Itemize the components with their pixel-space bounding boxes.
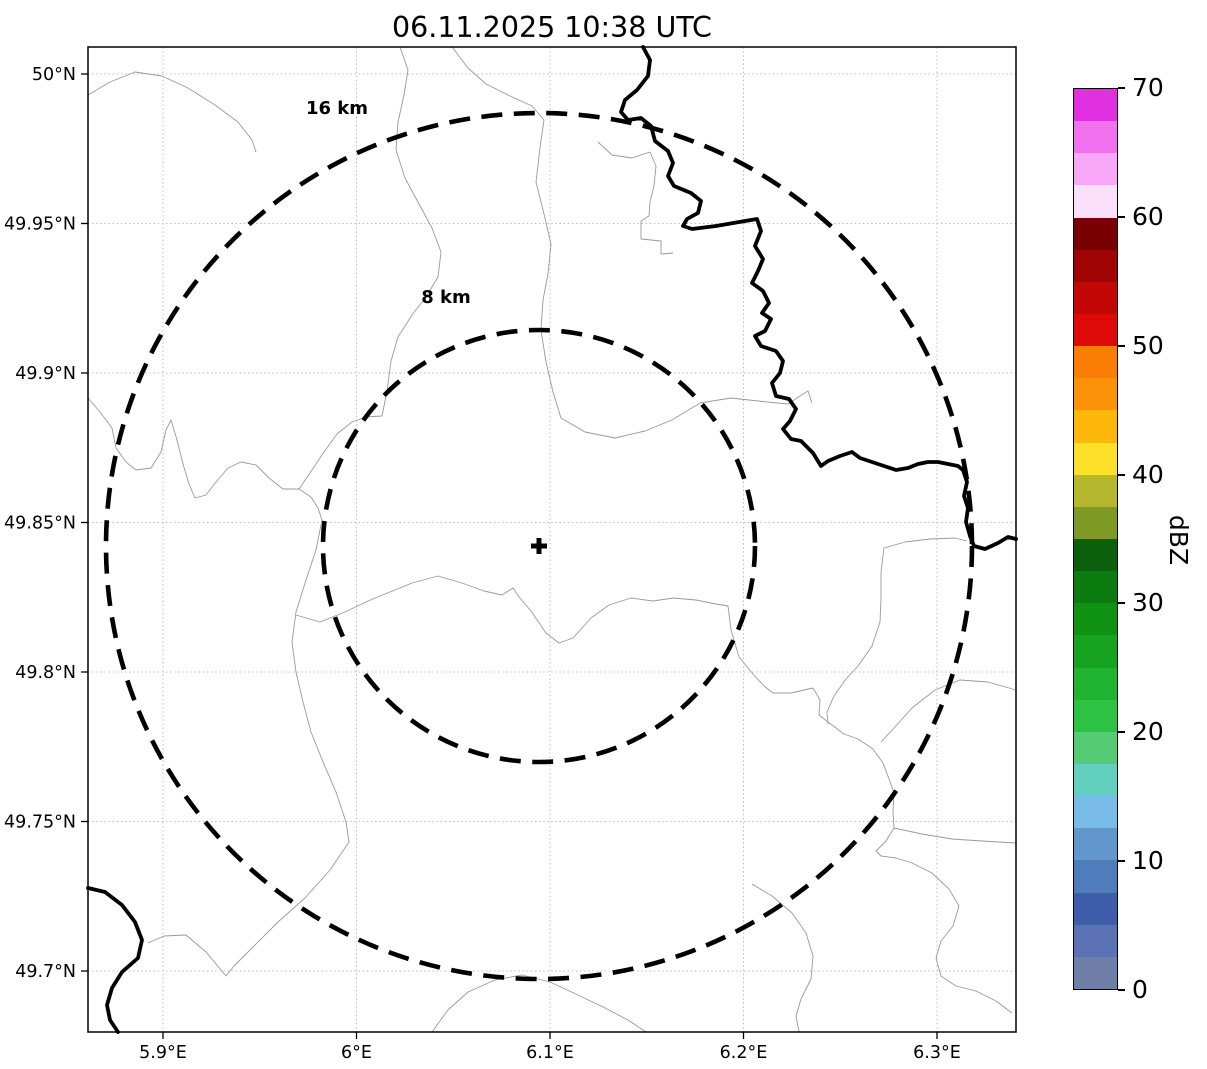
colorbar-tick: [1118, 87, 1125, 89]
colorbar-tick: [1118, 989, 1125, 991]
municipal-border-lines: [87, 46, 1017, 1033]
border-line: [147, 841, 350, 977]
y-axis-tick-label: 49.8°N: [15, 663, 76, 683]
river-border-line: [86, 886, 144, 1034]
x-axis-tick-label: 5.9°E: [139, 1043, 187, 1063]
border-line: [880, 679, 1017, 743]
colorbar-segment: [1074, 635, 1117, 668]
colorbar-tick: [1118, 344, 1125, 347]
colorbar-tick: [1118, 602, 1125, 605]
colorbar-segment: [1074, 538, 1117, 572]
border-line: [597, 141, 674, 255]
colorbar-tick-label: 70: [1132, 72, 1164, 102]
border-line: [826, 547, 885, 725]
colorbar-tick: [1118, 473, 1125, 476]
colorbar-segment: [1074, 442, 1117, 475]
x-axis-tick-label: 6.2°E: [720, 1043, 768, 1063]
reflectivity-colorbar: [1073, 88, 1118, 990]
colorbar-segment: [1074, 185, 1117, 218]
border-line: [295, 575, 1013, 1014]
y-axis-tick-label: 49.9°N: [15, 364, 76, 384]
colorbar-segment: [1074, 506, 1117, 539]
colorbar-segment: [1074, 474, 1117, 507]
border-line: [451, 46, 562, 419]
colorbar-segment: [1074, 763, 1117, 797]
colorbar-segment: [1074, 667, 1117, 700]
colorbar-segment: [1074, 153, 1117, 186]
colorbar-segment: [1074, 249, 1117, 282]
colorbar-tick-label: 60: [1132, 201, 1164, 231]
colorbar-segment: [1074, 892, 1117, 925]
colorbar-tick: [1118, 860, 1125, 863]
colorbar-segment: [1074, 410, 1117, 443]
colorbar-segment: [1074, 217, 1117, 250]
colorbar-tick-label: 20: [1132, 717, 1164, 747]
colorbar-tick-label: 40: [1132, 459, 1164, 489]
colorbar-tick-label: 10: [1132, 846, 1164, 876]
border-line: [291, 519, 350, 843]
border-line: [381, 46, 442, 417]
colorbar-tick: [1118, 215, 1125, 218]
range-ring-16km: [103, 110, 975, 982]
range-ring-8km: [320, 327, 758, 765]
border-line: [87, 397, 323, 521]
ring-label-8km: 8 km: [421, 287, 471, 308]
colorbar-tick-label: 0: [1132, 974, 1148, 1004]
colorbar-segment: [1074, 121, 1117, 154]
y-axis-tick-label: 49.7°N: [15, 962, 76, 982]
colorbar-segment: [1074, 860, 1117, 893]
radar-site-cross-icon: [531, 538, 547, 554]
colorbar-segment: [1074, 346, 1117, 379]
colorbar-tick: [1118, 731, 1125, 734]
border-line: [893, 827, 1017, 844]
y-axis-tick-label: 50°N: [32, 65, 76, 85]
graticule-gridlines: [88, 47, 1016, 1032]
colorbar-unit-label: dBZ: [1164, 514, 1193, 566]
border-line: [298, 415, 383, 490]
river-border-line: [619, 45, 1018, 551]
plot-frame: [87, 46, 1017, 1033]
colorbar-segment: [1074, 281, 1117, 314]
border-line: [560, 390, 813, 439]
colorbar-segment: [1074, 603, 1117, 636]
colorbar-segment: [1074, 89, 1117, 122]
country-border-river: [86, 45, 1018, 1034]
border-line: [431, 974, 647, 1033]
colorbar-tick-label: 50: [1132, 330, 1164, 360]
colorbar-segment: [1074, 731, 1117, 764]
colorbar-tick-label: 30: [1132, 588, 1164, 618]
colorbar-segment: [1074, 956, 1117, 989]
range-ring-labels: 16 km 8 km: [306, 98, 471, 308]
plot-title: 06.11.2025 10:38 UTC: [392, 11, 712, 44]
colorbar-segment: [1074, 699, 1117, 732]
colorbar-segment: [1074, 796, 1117, 829]
colorbar-segment: [1074, 313, 1117, 347]
border-line: [87, 71, 257, 153]
radar-site-marker: [531, 538, 547, 554]
range-rings: [103, 110, 975, 982]
colorbar-segment: [1074, 828, 1117, 861]
x-axis-tick-label: 6.1°E: [526, 1043, 574, 1063]
border-line: [883, 537, 968, 549]
border-line: [751, 883, 814, 1033]
axes: 50°N 49.95°N 49.9°N 49.85°N 49.8°N 49.75°N 49.…: [4, 46, 1017, 1063]
y-axis-tick-label: 49.85°N: [4, 514, 76, 534]
y-axis-tick-label: 49.75°N: [4, 813, 76, 833]
ring-label-16km: 16 km: [306, 98, 368, 119]
colorbar-segment: [1074, 924, 1117, 957]
colorbar-segment: [1074, 378, 1117, 411]
x-axis-tick-label: 6.3°E: [913, 1043, 961, 1063]
x-axis-tick-label: 6°E: [341, 1043, 372, 1063]
y-axis-tick-label: 49.95°N: [4, 215, 76, 235]
colorbar-segment: [1074, 571, 1117, 604]
